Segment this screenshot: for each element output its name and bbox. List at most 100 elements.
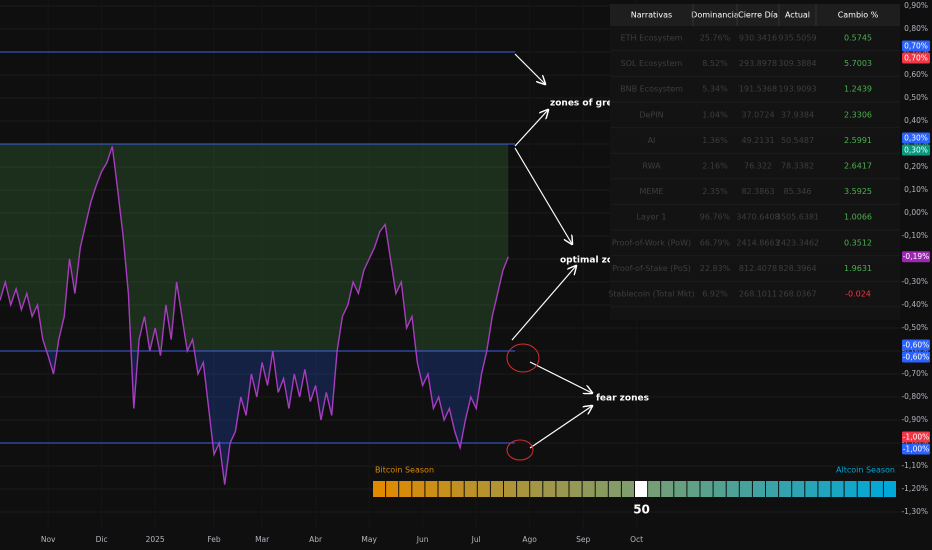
table-cell: RWA xyxy=(642,162,661,171)
table-cell: DePIN xyxy=(639,110,663,119)
table-cell: 85.346 xyxy=(784,187,812,196)
gauge-cell xyxy=(883,481,896,497)
price-badge xyxy=(902,251,930,263)
table-header-cell: Cambio % xyxy=(838,11,879,20)
price-badge xyxy=(902,431,930,443)
arrow xyxy=(514,147,572,244)
gauge-cell xyxy=(464,481,477,497)
y-tick-label: 0,00% xyxy=(904,208,928,217)
gauge-cell xyxy=(621,481,634,497)
gauge-cell xyxy=(661,481,674,497)
gauge-cell xyxy=(386,481,399,497)
table-cell: 293.8978 xyxy=(739,59,777,68)
gauge-cell xyxy=(543,481,556,497)
price-badge xyxy=(902,339,930,351)
y-tick-label: -0,70% xyxy=(901,369,928,378)
table-cell: 2.3306 xyxy=(844,110,872,119)
gauge-cell xyxy=(739,481,752,497)
y-tick-label: 0,20% xyxy=(904,162,928,171)
table-cell: 1.2439 xyxy=(844,85,872,94)
price-badge-label: -0,19% xyxy=(903,252,930,261)
price-badge xyxy=(902,132,930,144)
gauge-cell xyxy=(517,481,530,497)
table-cell: 193.9093 xyxy=(778,85,816,94)
gauge-cell xyxy=(792,481,805,497)
gauge-cell xyxy=(857,481,870,497)
gauge-cell xyxy=(766,481,779,497)
x-tick-label: Mar xyxy=(255,535,270,544)
table-cell: -0.024 xyxy=(845,290,871,299)
y-tick-label: -0,50% xyxy=(901,323,928,332)
x-tick-label: Abr xyxy=(309,535,323,544)
table-header-cell: Cierre Día xyxy=(738,11,778,20)
table-cell: 935.5059 xyxy=(778,34,816,43)
price-badge xyxy=(902,351,930,363)
gauge-cell xyxy=(700,481,713,497)
y-tick-label: 0,90% xyxy=(904,1,928,10)
gauge-cell xyxy=(674,481,687,497)
table-cell: 3470.6408 xyxy=(736,213,779,222)
price-badge xyxy=(902,40,930,52)
x-tick-label: Jul xyxy=(471,535,481,544)
gauge-marker xyxy=(635,481,648,497)
table-cell: ETH Ecosystem xyxy=(621,34,683,43)
table-cell: 37.0724 xyxy=(741,110,774,119)
table-cell: 37.9384 xyxy=(781,110,814,119)
table-header-cell: Dominancia xyxy=(691,11,739,20)
table-cell: 96.76% xyxy=(700,213,731,222)
table-header-bg xyxy=(610,4,900,26)
y-tick-label: -0,80% xyxy=(901,392,928,401)
table-cell: 8.52% xyxy=(702,59,728,68)
y-tick-label: -0,30% xyxy=(901,277,928,286)
plot xyxy=(0,51,515,485)
gauge: Bitcoin Season Altcoin Season 50 xyxy=(373,466,896,517)
gauge-cell xyxy=(438,481,451,497)
table-cell: 828.3964 xyxy=(778,264,816,273)
y-tick-label: -1,20% xyxy=(901,484,928,493)
gauge-cell xyxy=(595,481,608,497)
table-cell: 78.3382 xyxy=(781,162,814,171)
table-header-cell: Narrativas xyxy=(631,11,672,20)
x-tick-label: Jun xyxy=(416,535,429,544)
gauge-cell xyxy=(713,481,726,497)
x-tick-label: May xyxy=(361,535,377,544)
x-tick-label: 2025 xyxy=(146,535,165,544)
gauge-cell xyxy=(831,481,844,497)
table-cell: 191.5368 xyxy=(739,85,777,94)
annotation: zones of greed xyxy=(550,99,625,109)
gauge-cell xyxy=(608,481,621,497)
table-cell: 0.5745 xyxy=(844,34,872,43)
x-tick-label: Ago xyxy=(522,535,537,544)
table-cell: 0.3512 xyxy=(844,238,872,247)
series-line xyxy=(0,146,509,485)
table-cell: 6.92% xyxy=(702,290,728,299)
greed-zone-fill xyxy=(0,144,509,351)
gauge-cell xyxy=(687,481,700,497)
table-cell: 3505.6381 xyxy=(776,213,819,222)
gauge-right-label: Altcoin Season xyxy=(836,466,895,475)
gauge-cell xyxy=(726,481,739,497)
gauge-cell xyxy=(818,481,831,497)
table-cell: 76.322 xyxy=(744,162,772,171)
gauge-cell xyxy=(399,481,412,497)
gauge-cell xyxy=(504,481,517,497)
table-cell: 66.79% xyxy=(700,238,731,247)
gauge-left-label: Bitcoin Season xyxy=(375,466,434,475)
table-header-cell: Actual xyxy=(785,11,810,20)
gauge-cell xyxy=(556,481,569,497)
table-cell: 5.7003 xyxy=(844,59,872,68)
table-cell: 2.6417 xyxy=(844,162,872,171)
table-cell: 82.3863 xyxy=(741,187,774,196)
x-tick-label: Nov xyxy=(41,535,56,544)
gauge-cell xyxy=(582,481,595,497)
price-badge-label: 0,70% xyxy=(904,53,928,62)
table-cell: Stablecoin (Total Mkt) xyxy=(608,290,695,299)
table-cell: 50.5487 xyxy=(781,136,814,145)
table-cell: 25.76% xyxy=(700,34,731,43)
y-tick-label: -0,10% xyxy=(901,231,928,240)
gauge-cell xyxy=(779,481,792,497)
x-tick-label: Dic xyxy=(96,535,108,544)
y-tick-label: 0,40% xyxy=(904,116,928,125)
price-badge-label: -0,60% xyxy=(903,353,930,362)
y-tick-label: -0,40% xyxy=(901,300,928,309)
